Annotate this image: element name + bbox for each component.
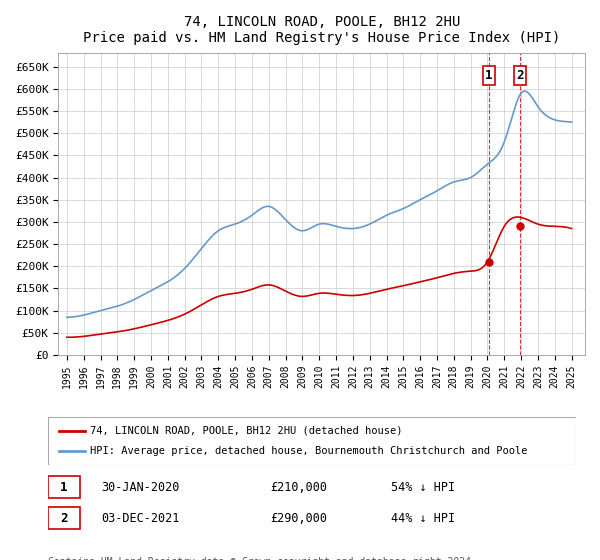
Text: 44% ↓ HPI: 44% ↓ HPI [391,512,455,525]
Text: 1: 1 [485,69,493,82]
Text: 2: 2 [516,69,523,82]
Text: 54% ↓ HPI: 54% ↓ HPI [391,481,455,494]
Text: 03-DEC-2021: 03-DEC-2021 [101,512,179,525]
Text: 2: 2 [60,512,68,525]
FancyBboxPatch shape [48,476,80,498]
Text: 74, LINCOLN ROAD, POOLE, BH12 2HU (detached house): 74, LINCOLN ROAD, POOLE, BH12 2HU (detac… [90,426,403,436]
Text: Contains HM Land Registry data © Crown copyright and database right 2024.
This d: Contains HM Land Registry data © Crown c… [48,557,477,560]
Text: £290,000: £290,000 [270,512,327,525]
Text: 1: 1 [60,481,68,494]
Text: HPI: Average price, detached house, Bournemouth Christchurch and Poole: HPI: Average price, detached house, Bour… [90,446,528,456]
Text: £210,000: £210,000 [270,481,327,494]
FancyBboxPatch shape [48,507,80,529]
FancyBboxPatch shape [483,66,494,85]
FancyBboxPatch shape [48,417,576,465]
Text: 30-JAN-2020: 30-JAN-2020 [101,481,179,494]
FancyBboxPatch shape [514,66,526,85]
Title: 74, LINCOLN ROAD, POOLE, BH12 2HU
Price paid vs. HM Land Registry's House Price : 74, LINCOLN ROAD, POOLE, BH12 2HU Price … [83,15,560,45]
